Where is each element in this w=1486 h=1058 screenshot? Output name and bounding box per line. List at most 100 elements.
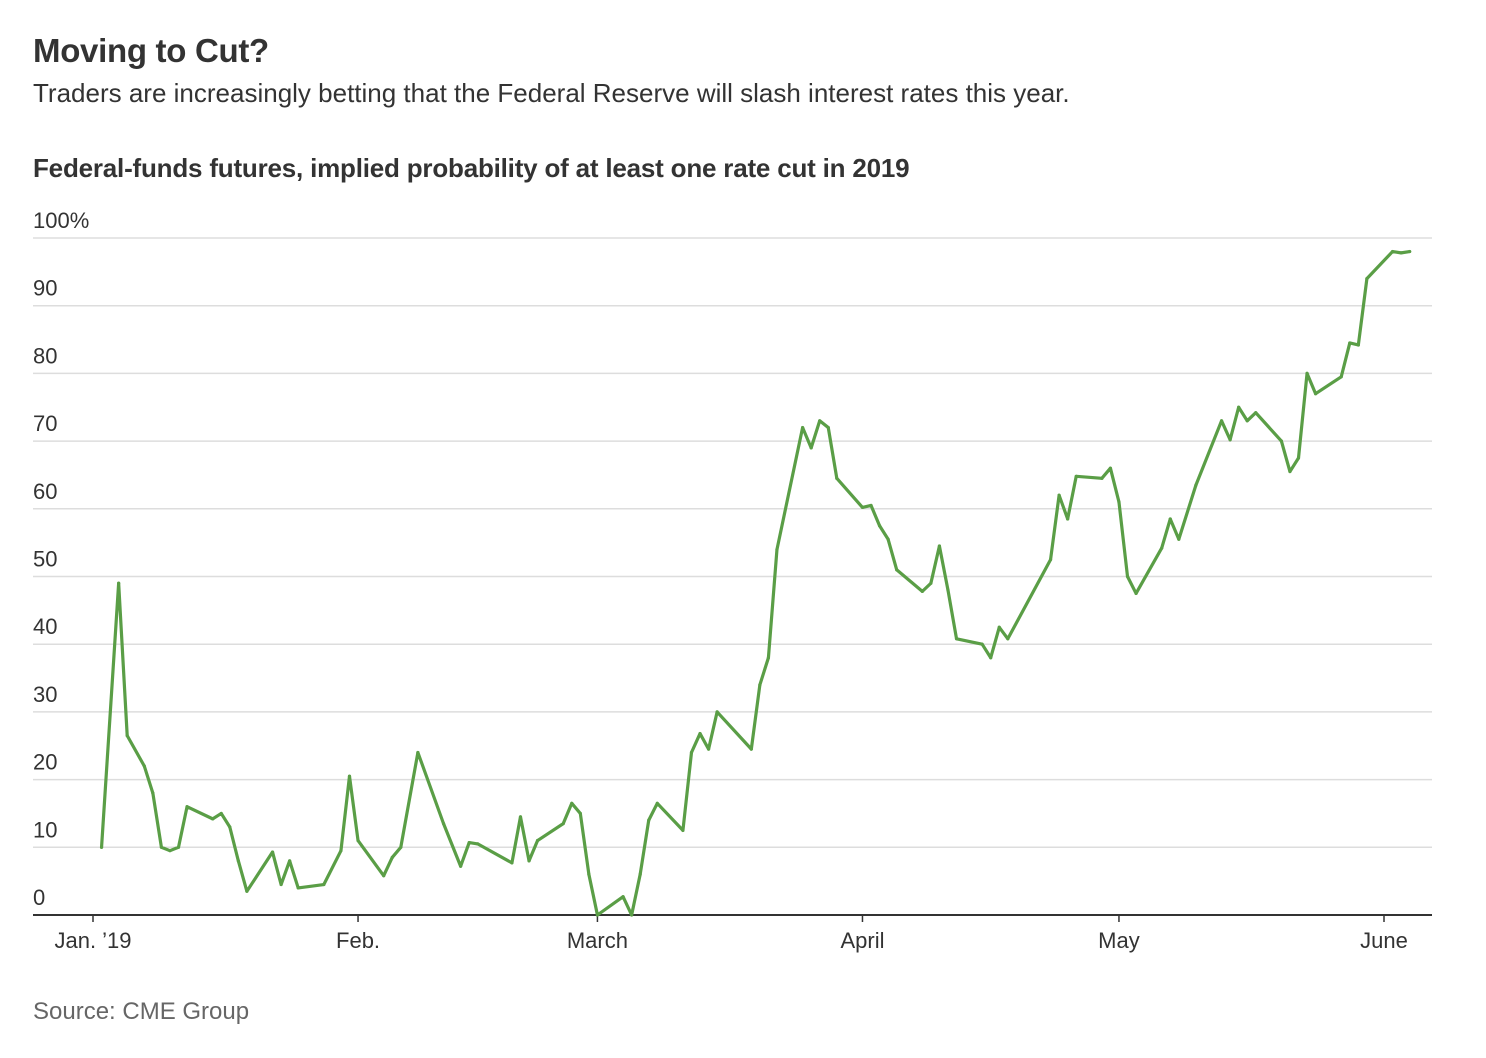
data-point [809, 446, 813, 450]
data-point [570, 801, 574, 805]
data-point [1219, 419, 1224, 423]
x-tick-label-3: April [840, 928, 884, 953]
data-point [1074, 474, 1078, 478]
data-point [211, 817, 215, 821]
data-point [117, 581, 121, 585]
y-tick-label-10: 10 [33, 817, 57, 842]
data-point [142, 764, 146, 768]
data-point [561, 822, 565, 826]
data-point [647, 818, 651, 822]
data-point [1314, 392, 1318, 396]
data-point [749, 747, 753, 751]
subheadline: Traders are increasingly betting that th… [33, 78, 1070, 108]
data-point [1066, 517, 1070, 521]
headline: Moving to Cut? [33, 32, 269, 69]
data-point [869, 503, 873, 508]
data-point [1194, 483, 1198, 487]
data-point [476, 842, 480, 846]
y-tick-label-100: 100% [33, 208, 89, 233]
y-tick-label-20: 20 [33, 750, 57, 775]
data-point [758, 683, 762, 687]
data-point [835, 476, 839, 480]
data-point [339, 849, 343, 853]
data-point [185, 805, 189, 809]
data-point [219, 811, 223, 816]
data-point [1296, 456, 1301, 460]
data-point [689, 750, 694, 755]
data-point [168, 849, 172, 853]
gridlines [33, 237, 1432, 849]
data-point [937, 544, 942, 548]
data-point [954, 637, 959, 641]
data-point [1006, 637, 1010, 641]
data-point [1245, 419, 1249, 423]
data-point [1048, 557, 1053, 562]
data-point [1117, 500, 1121, 504]
data-point [1177, 537, 1181, 541]
y-tick-label-90: 90 [33, 276, 57, 301]
data-point [826, 425, 830, 430]
data-point [989, 656, 993, 660]
data-point [390, 855, 394, 860]
data-point [706, 747, 711, 751]
data-point [595, 913, 600, 917]
data-point [587, 872, 591, 876]
data-point [638, 872, 642, 876]
data-point [535, 838, 540, 843]
data-point [920, 589, 924, 593]
data-point [997, 625, 1001, 629]
data-point [1390, 249, 1395, 254]
data-point [288, 859, 292, 863]
data-point [1057, 493, 1061, 497]
data-point [1237, 405, 1241, 409]
data-point [125, 734, 129, 738]
series-line-0 [99, 249, 1412, 917]
x-tick-label-1: Feb. [336, 928, 380, 953]
data-point [895, 568, 899, 572]
x-tick-label-0: Jan. ’19 [54, 928, 131, 953]
data-point [151, 791, 155, 795]
data-point [1160, 546, 1164, 550]
x-tick-label-4: May [1098, 928, 1140, 953]
data-point [801, 425, 805, 430]
data-point [347, 774, 352, 778]
series-layer [99, 249, 1412, 917]
data-point [1356, 343, 1360, 347]
y-axis-labels: 0 10 20 30 40 50 60 70 80 90 100% [33, 208, 89, 910]
data-point [1348, 341, 1352, 345]
data-point [270, 850, 275, 854]
data-point [630, 913, 634, 917]
data-point [698, 731, 702, 736]
data-point [176, 845, 181, 849]
data-point [1365, 277, 1369, 281]
data-point [467, 840, 471, 845]
data-point [1279, 439, 1283, 443]
data-point [946, 588, 950, 592]
data-point [1125, 574, 1130, 579]
data-point [441, 822, 446, 826]
chart-title: Federal-funds futures, implied probabili… [33, 153, 910, 183]
y-tick-label-50: 50 [33, 547, 57, 572]
data-point [296, 886, 300, 890]
data-point [356, 838, 360, 843]
data-point [1100, 476, 1104, 480]
data-point [1288, 469, 1292, 474]
data-point [1339, 375, 1343, 379]
data-point [818, 419, 822, 423]
data-point [860, 505, 865, 510]
data-point [980, 642, 984, 646]
data-point [1168, 517, 1172, 521]
data-point [655, 801, 659, 805]
data-point [1254, 411, 1258, 415]
data-point [877, 524, 882, 528]
data-point [459, 864, 463, 868]
data-point [527, 859, 531, 863]
data-point [99, 845, 104, 849]
data-point [929, 581, 933, 585]
data-point [1228, 438, 1232, 442]
data-point [236, 859, 240, 863]
data-point [322, 882, 326, 887]
data-point [1108, 466, 1113, 470]
y-tick-label-40: 40 [33, 614, 57, 639]
